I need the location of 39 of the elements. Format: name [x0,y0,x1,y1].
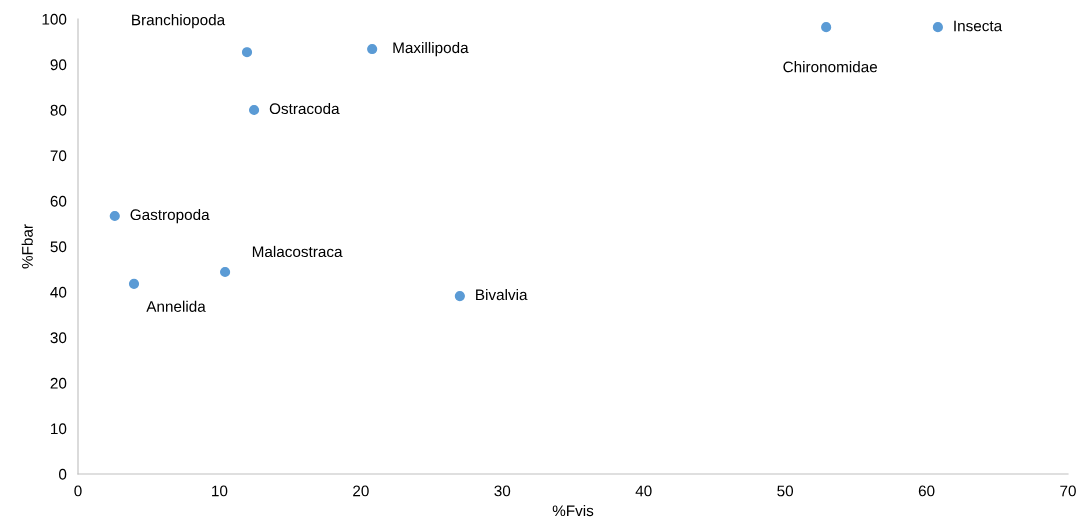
annotation: Malacostraca [252,245,343,258]
y-tick-label: 0 [58,468,67,480]
annotation: Annelida [146,300,206,312]
annotation: Bivalvia [476,288,528,301]
point [821,22,832,33]
x-tick-label: 40 [635,485,652,497]
point [248,104,260,116]
point [241,47,253,58]
x-tick-label: 10 [212,485,228,497]
x-tick-label: 70 [1060,485,1076,497]
x-tick-label: 20 [353,485,369,497]
y-tick-label: 100 [42,13,67,25]
point [367,43,378,55]
x-tick-label: 50 [777,485,794,497]
point [128,278,140,289]
annotation: Chironomidae [783,61,878,73]
x-axis-title: %Fvis [552,504,594,517]
x-tick-label: 30 [494,485,511,497]
y-tick-label: 60 [50,195,67,207]
y-tick-label: 30 [50,332,67,344]
y-axis-title: %Fbar [21,224,33,269]
y-tick-label: 40 [50,286,67,298]
y-tick-label: 20 [50,377,67,389]
point [219,266,231,278]
y-tick-label: 50 [50,241,67,253]
y-tick-label: 80 [50,104,67,116]
point [109,210,120,222]
annotation: Insecta [954,20,1003,32]
annotation: Gastropoda [130,208,210,224]
y-tick-label: 10 [51,423,67,435]
annotation: Maxillipoda [393,41,469,57]
x-tick-label: 60 [918,485,935,497]
annotation: Branchiopoda [132,14,226,29]
y-tick-label: 90 [50,59,67,71]
annotation: Ostracoda [269,102,340,115]
y-tick-label: 70 [50,150,67,162]
point [454,291,465,302]
x-tick-label: 0 [74,485,82,497]
point [932,22,943,33]
